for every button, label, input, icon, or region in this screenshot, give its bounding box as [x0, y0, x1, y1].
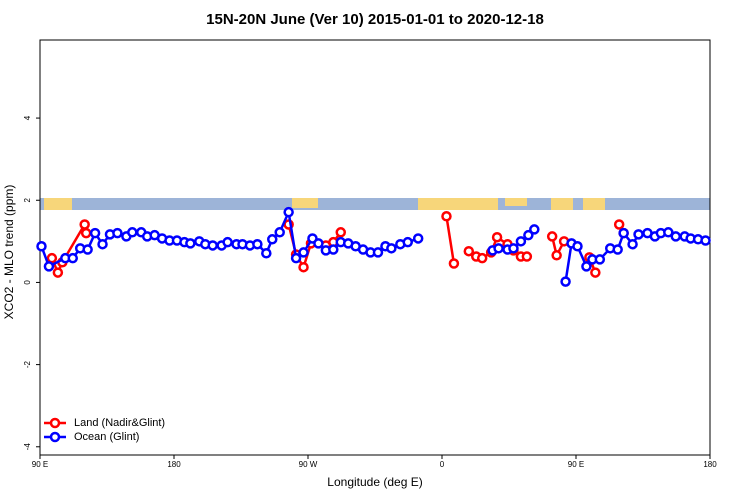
x-tick-label: 90 W	[299, 460, 318, 469]
legend-marker	[49, 417, 61, 429]
data-point	[335, 227, 347, 238]
x-tick-label: 90 E	[32, 460, 48, 469]
data-point	[89, 227, 101, 239]
data-point	[36, 241, 47, 252]
data-point	[372, 247, 384, 258]
data-point	[222, 236, 233, 248]
x-tick-label: 180	[703, 460, 717, 469]
data-point	[207, 240, 218, 251]
data-point	[523, 229, 534, 241]
data-point	[627, 238, 638, 250]
data-point	[572, 241, 583, 252]
y-tick-label: 4	[23, 115, 32, 120]
data-point	[448, 258, 460, 269]
data-point	[298, 261, 309, 273]
data-point	[127, 227, 138, 238]
y-axis-label: XCO2 - MLO trend (ppm)	[2, 185, 16, 320]
legend-label: Land (Nadir&Glint)	[74, 417, 165, 429]
data-point	[618, 227, 629, 239]
data-point	[491, 231, 503, 243]
data-point	[529, 224, 540, 235]
data-point	[79, 219, 90, 230]
data-point	[463, 245, 475, 257]
data-point	[612, 244, 623, 255]
data-point	[298, 247, 309, 258]
data-point	[613, 219, 625, 230]
data-point	[82, 244, 93, 255]
data-point	[328, 244, 339, 255]
x-tick-label: 180	[167, 460, 181, 469]
data-point	[112, 227, 123, 239]
data-point	[560, 276, 571, 287]
y-tick-label: -4	[23, 443, 32, 451]
data-point	[80, 227, 92, 239]
data-point	[46, 252, 58, 264]
map-strip	[40, 198, 710, 210]
data-point	[476, 252, 488, 264]
data-point	[594, 254, 606, 265]
data-point	[290, 252, 302, 264]
data-point	[515, 236, 527, 247]
data-point	[402, 236, 414, 248]
data-point	[52, 267, 64, 278]
data-point	[412, 233, 424, 244]
data-point	[67, 252, 79, 264]
legend-marker	[49, 431, 61, 443]
y-tick-label: 2	[23, 197, 32, 202]
data-point	[546, 231, 558, 242]
data-point	[521, 251, 533, 262]
x-tick-label: 90 E	[568, 460, 584, 469]
data-point	[551, 250, 562, 261]
data-point	[386, 243, 397, 254]
data-point	[670, 231, 682, 242]
data-point	[581, 261, 592, 272]
data-point	[252, 238, 263, 250]
data-point	[700, 235, 711, 246]
data-point	[267, 234, 278, 245]
data-point	[261, 248, 272, 259]
chart-title: 15N-20N June (Ver 10) 2015-01-01 to 2020…	[206, 11, 544, 28]
data-point	[633, 229, 644, 240]
data-point	[508, 243, 519, 254]
data-point	[493, 243, 504, 254]
data-point	[97, 238, 108, 250]
data-point	[663, 227, 674, 238]
data-point	[313, 238, 324, 249]
legend-label: Ocean (Glint)	[74, 431, 139, 443]
data-point	[441, 211, 452, 222]
data-point	[274, 227, 285, 238]
y-tick-label: -2	[23, 361, 32, 369]
x-tick-label: 0	[440, 460, 445, 469]
data-point	[43, 261, 55, 272]
y-tick-label: 0	[23, 280, 32, 285]
data-point	[283, 206, 294, 218]
data-point	[590, 267, 601, 278]
data-point	[185, 238, 196, 249]
x-axis-label: Longitude (deg E)	[327, 475, 422, 489]
